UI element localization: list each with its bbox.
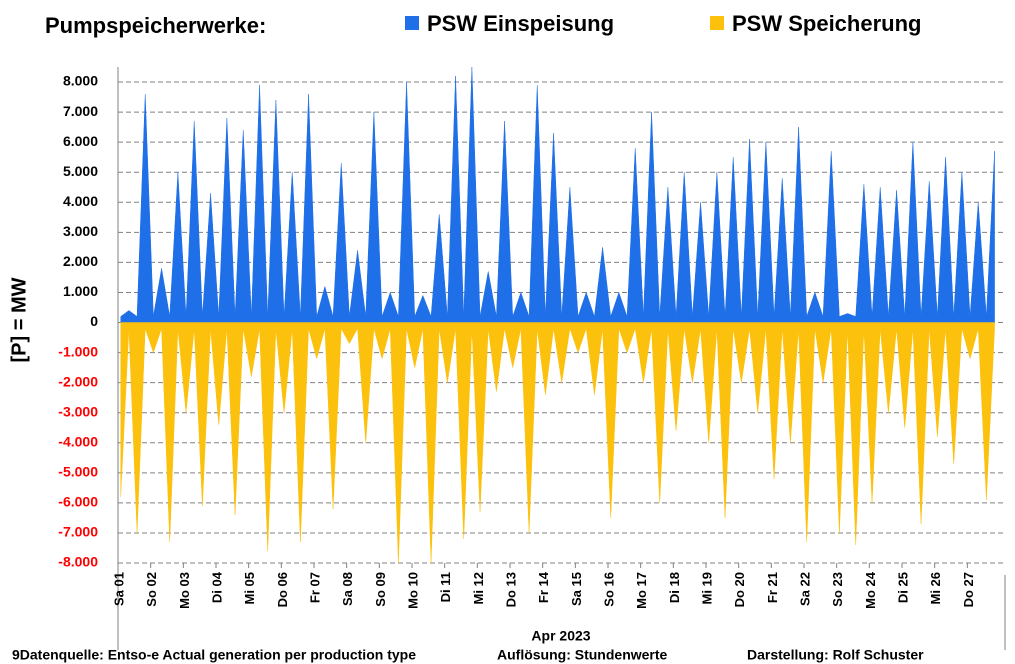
x-tick-label: Sa 01 [111, 572, 126, 606]
x-tick-label: Mi 05 [242, 572, 257, 605]
legend-label: PSW Einspeisung [427, 11, 614, 36]
y-tick-label: 7.000 [63, 103, 98, 119]
x-tick-label: Mo 10 [405, 572, 420, 609]
footer-resolution: Auflösung: Stundenwerte [497, 647, 668, 663]
x-tick-label: Do 27 [961, 572, 976, 607]
x-tick-label: Mi 19 [699, 572, 714, 605]
x-tick-label: Sa 22 [797, 572, 812, 606]
x-tick-label: Di 04 [209, 571, 224, 603]
footer-source: 9Datenquelle: Entso-e Actual generation … [12, 647, 416, 663]
y-tick-label: -4.000 [58, 433, 98, 449]
x-tick-label: Mo 24 [863, 571, 878, 609]
x-tick-label: Mo 03 [177, 572, 192, 609]
x-tick-label: Do 13 [503, 572, 518, 607]
x-tick-label: So 23 [830, 572, 845, 607]
x-tick-label: Di 11 [438, 572, 453, 602]
x-tick-label: Mi 12 [471, 572, 486, 605]
x-tick-label: So 09 [373, 572, 388, 607]
x-tick-label: Fr 07 [307, 572, 322, 603]
y-tick-label: 0 [90, 313, 98, 329]
x-tick-label: Do 20 [732, 572, 747, 607]
y-tick-label: 8.000 [63, 73, 98, 89]
x-tick-label: Fr 14 [536, 571, 551, 603]
legend-label: PSW Speicherung [732, 11, 921, 36]
x-axis-label: Apr 2023 [531, 628, 590, 644]
y-tick-label: -6.000 [58, 494, 98, 510]
y-tick-label: 1.000 [63, 283, 98, 299]
area [120, 322, 995, 564]
y-tick-label: -2.000 [58, 373, 98, 389]
x-tick-label: Mo 17 [634, 572, 649, 609]
legend-swatch [405, 16, 419, 30]
x-tick-label: So 16 [601, 572, 616, 607]
footer-author: Darstellung: Rolf Schuster [747, 647, 924, 663]
y-tick-label: 4.000 [63, 193, 98, 209]
y-tick-label: -3.000 [58, 403, 98, 419]
x-tick-label: Mi 26 [928, 572, 943, 605]
chart-title: Pumpspeicherwerke: [45, 13, 266, 38]
y-tick-label: -7.000 [58, 524, 98, 540]
y-tick-label: 3.000 [63, 223, 98, 239]
area [120, 66, 995, 323]
x-tick-label: Di 25 [895, 572, 910, 603]
y-tick-label: -5.000 [58, 464, 98, 480]
y-tick-label: 6.000 [63, 133, 98, 149]
y-tick-label: 2.000 [63, 253, 98, 269]
x-tick-label: Sa 15 [569, 572, 584, 606]
y-axis-label: [P] = MW [8, 277, 30, 362]
x-tick-label: Sa 08 [340, 572, 355, 606]
y-tick-label: -1.000 [58, 343, 98, 359]
x-tick-label: So 02 [144, 572, 159, 607]
y-tick-label: 5.000 [63, 163, 98, 179]
x-tick-label: Fr 21 [765, 572, 780, 603]
legend-swatch [710, 16, 724, 30]
y-tick-label: -8.000 [58, 554, 98, 570]
x-tick-label: Do 06 [275, 572, 290, 607]
x-tick-label: Di 18 [667, 572, 682, 603]
